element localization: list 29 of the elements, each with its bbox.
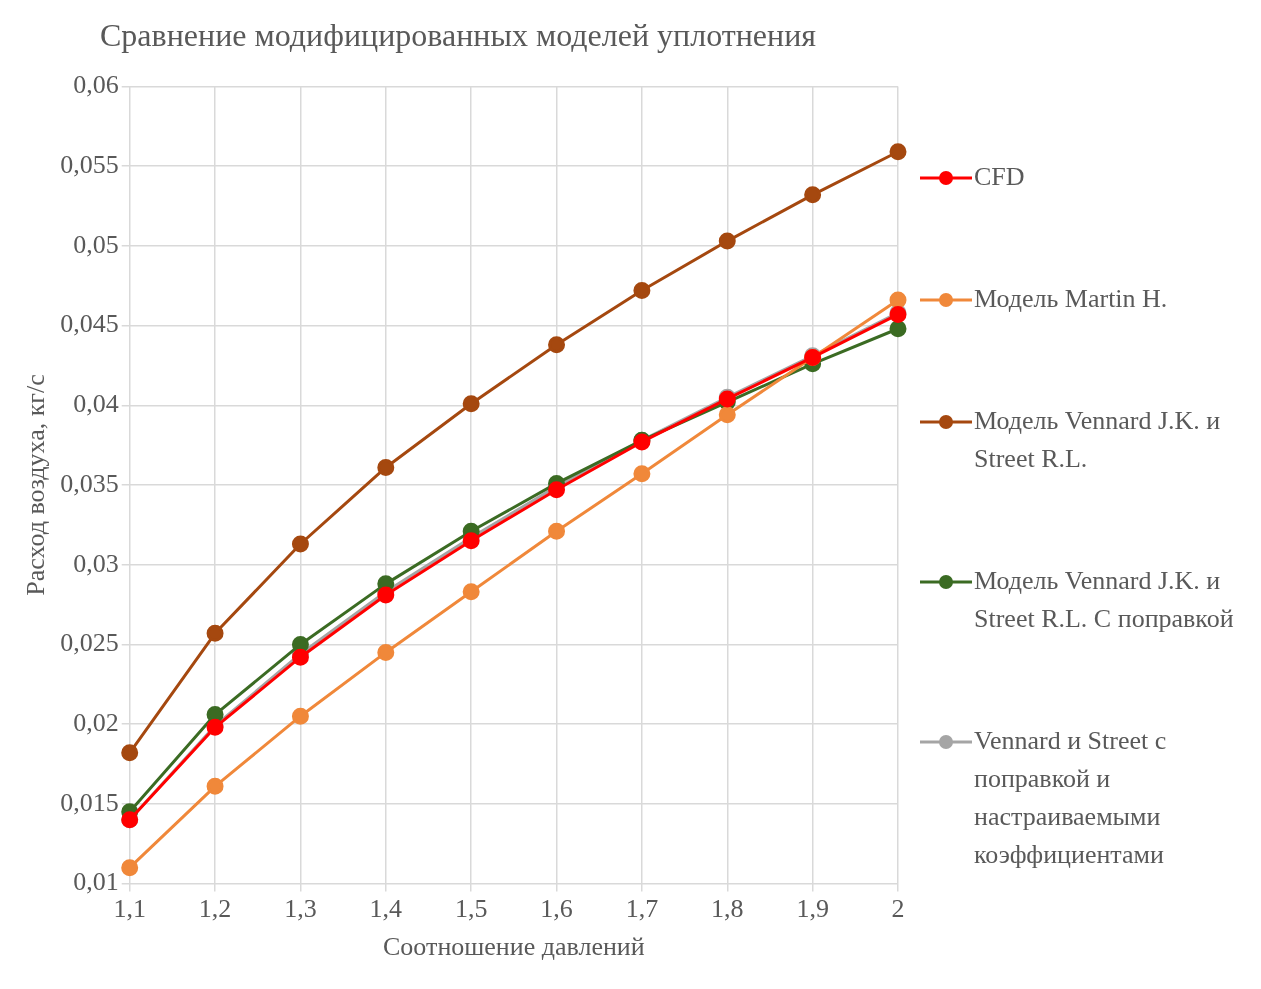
legend-label: Vennard и Street с поправкой и настраиваемыми коэффициентами: [974, 725, 1168, 871]
x-tick-label: 1,2: [198, 894, 232, 924]
y-tick-label: 0,04: [73, 389, 119, 419]
legend-label: CFD: [974, 161, 1025, 193]
x-tick-label: 1,5: [454, 894, 488, 924]
y-tick-label: 0,05: [73, 229, 119, 259]
x-tick-label: 1,1: [113, 894, 146, 924]
y-tick-label: 0,02: [73, 707, 119, 737]
x-tick-label: 1,7: [625, 894, 659, 924]
legend-label: Модель Vennard J.K. и Street R.L. С поправкой: [974, 565, 1235, 635]
x-tick-label: 2: [891, 894, 905, 924]
x-tick-label: 1,8: [711, 894, 744, 924]
x-tick-label: 1,6: [540, 894, 573, 924]
chart-title: Сравнение модифицированных моделей уплотнения: [100, 16, 817, 53]
legend-label: Модель Martin H.: [974, 283, 1168, 315]
y-tick-label: 0,01: [73, 867, 119, 897]
y-tick-label: 0,055: [60, 149, 119, 179]
y-axis-title: Расход воздуха, кг/с: [21, 374, 51, 596]
y-tick-label: 0,03: [73, 548, 119, 578]
y-tick-label: 0,015: [60, 787, 119, 817]
x-tick-label: 1,4: [369, 894, 403, 924]
x-axis-title: Соотношение давлений: [383, 932, 645, 962]
legend-label: Модель Vennard J.K. и Street R.L.: [974, 405, 1222, 475]
x-tick-label: 1,3: [284, 894, 317, 924]
y-tick-label: 0,045: [60, 309, 119, 339]
y-tick-label: 0,035: [60, 468, 119, 498]
x-tick-label: 1,9: [796, 894, 829, 924]
y-tick-label: 0,025: [60, 628, 119, 658]
y-tick-label: 0,06: [73, 70, 119, 100]
